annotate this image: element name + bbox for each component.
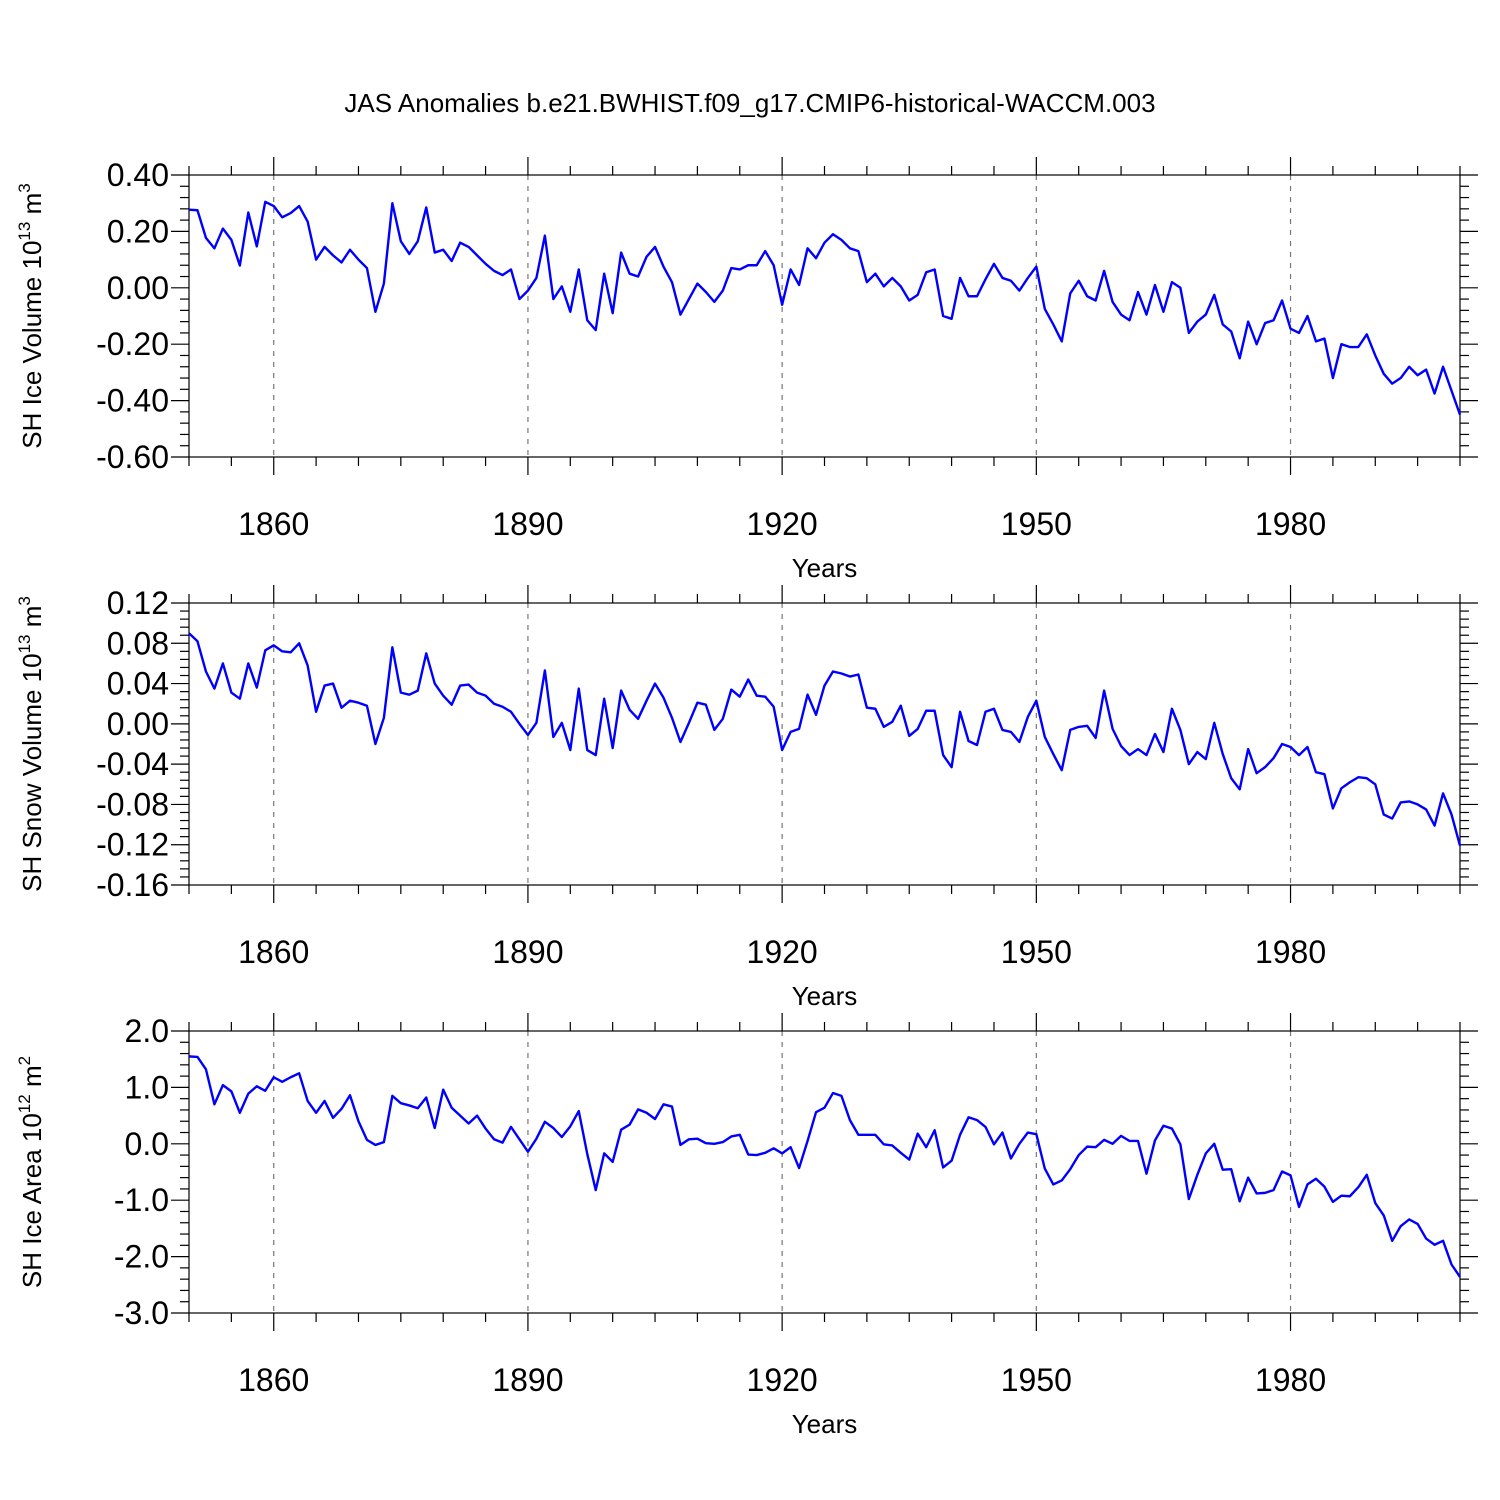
chart-title: JAS Anomalies b.e21.BWHIST.f09_g17.CMIP6…	[344, 88, 1155, 118]
snow-volume-xtick-label-1950: 1950	[1001, 934, 1072, 970]
ice-area-xtick-label-1860: 1860	[238, 1362, 309, 1398]
snow-volume-yaxis-title-main: SH Snow Volume 10	[17, 653, 47, 891]
ice-area-yaxis-title: SH Ice Area 1012 m2	[15, 1056, 47, 1288]
ice-area-xtick-label-1980: 1980	[1255, 1362, 1326, 1398]
ice-volume-xtick-label-1890: 1890	[492, 506, 563, 542]
ice-area-ytick-label-3: -1.0	[114, 1182, 169, 1218]
ice-volume-yaxis-title-unit: m	[17, 193, 47, 222]
ice-area-ytick-label-1: 1.0	[125, 1069, 169, 1105]
snow-volume-yaxis-title-exp: 13	[15, 634, 34, 653]
snow-volume-ytick-label-2: 0.04	[107, 666, 169, 702]
ice-area-yaxis-title-unit: m	[17, 1065, 47, 1094]
ice-volume-ytick-label-0: 0.40	[107, 157, 169, 193]
ice-volume-panel: 1860 1890 1920 1950 1980 0.40 0.20 0.00 -0.20 -0.…	[15, 157, 1478, 583]
snow-volume-yaxis-title: SH Snow Volume 1013 m3	[15, 596, 47, 892]
ice-volume-ytick-label-3: -0.20	[96, 326, 169, 362]
snow-volume-ytick-label-6: -0.12	[96, 827, 169, 863]
snow-volume-yaxis-title-unit: m	[17, 606, 47, 635]
ice-area-xtick-label-1950: 1950	[1001, 1362, 1072, 1398]
snow-volume-xaxis-title: Years	[792, 981, 858, 1011]
ice-area-ytick-label-2: 0.0	[125, 1126, 169, 1162]
snow-volume-series-line	[188, 632, 1462, 847]
ice-volume-ytick-label-1: 0.20	[107, 213, 169, 249]
ice-volume-xtick-label-1920: 1920	[747, 506, 818, 542]
ice-volume-series-line	[188, 200, 1462, 416]
ice-volume-ytick-label-4: -0.40	[96, 383, 169, 419]
snow-volume-ytick-label-0: 0.12	[107, 585, 169, 621]
ice-volume-ytick-label-2: 0.00	[107, 270, 169, 306]
ice-volume-xtick-label-1950: 1950	[1001, 506, 1072, 542]
snow-volume-xtick-label-1860: 1860	[238, 934, 309, 970]
ice-area-xtick-label-1920: 1920	[747, 1362, 818, 1398]
ice-area-yaxis-title-unit-exp: 2	[15, 1056, 34, 1065]
snow-volume-ytick-label-7: -0.16	[96, 867, 169, 903]
ice-area-panel: 1860 1890 1920 1950 1980 2.0 1.0 0.0 -1.0 -2.0 -3.…	[15, 1013, 1478, 1439]
snow-volume-xtick-label-1980: 1980	[1255, 934, 1326, 970]
snow-volume-xtick-label-1890: 1890	[492, 934, 563, 970]
snow-volume-ytick-label-1: 0.08	[107, 625, 169, 661]
ice-volume-yaxis-title-exp: 13	[15, 222, 34, 241]
ice-volume-xaxis-title: Years	[792, 553, 858, 583]
ice-volume-ytick-label-5: -0.60	[96, 439, 169, 475]
ice-area-ytick-label-0: 2.0	[125, 1013, 169, 1049]
snow-volume-ytick-label-5: -0.08	[96, 786, 169, 822]
ice-area-ytick-label-4: -2.0	[114, 1239, 169, 1275]
ice-area-series-line	[188, 1055, 1461, 1278]
ice-area-xaxis-title: Years	[792, 1409, 858, 1439]
ice-volume-yaxis-title-unit-exp: 3	[15, 183, 34, 192]
ice-volume-yaxis-title-main: SH Ice Volume 10	[17, 241, 47, 449]
ice-area-xtick-label-1890: 1890	[492, 1362, 563, 1398]
ice-volume-xtick-label-1980: 1980	[1255, 506, 1326, 542]
snow-volume-ytick-label-3: 0.00	[107, 706, 169, 742]
snow-volume-panel: 1860 1890 1920 1950 1980 0.12 0.08 0.04 0.00 -0.0…	[15, 585, 1478, 1011]
ice-area-yaxis-title-main: SH Ice Area 10	[17, 1113, 47, 1288]
snow-volume-yaxis-title-unit-exp: 3	[15, 596, 34, 605]
ice-volume-yaxis-title: SH Ice Volume 1013 m3	[15, 183, 47, 448]
ice-area-yaxis-title-exp: 12	[15, 1094, 34, 1113]
snow-volume-ytick-label-4: -0.04	[96, 746, 169, 782]
snow-volume-xtick-label-1920: 1920	[747, 934, 818, 970]
ice-volume-xtick-label-1860: 1860	[238, 506, 309, 542]
ice-area-ytick-label-5: -3.0	[114, 1295, 169, 1331]
